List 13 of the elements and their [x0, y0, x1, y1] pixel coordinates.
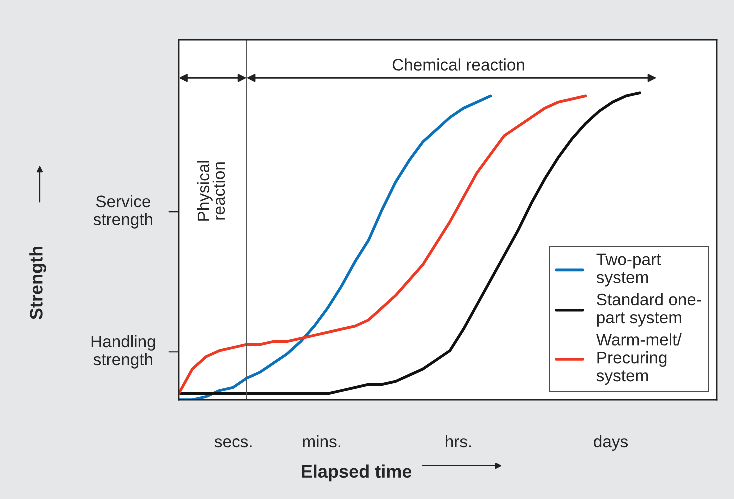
text: Strength [30, 247, 46, 320]
annotation: Physical reaction [197, 161, 226, 221]
legend-label: Warm-melt/ Precuring system [596, 334, 682, 385]
text: Handling strength [92, 335, 156, 369]
text: Chemical reaction [392, 58, 524, 71]
text: mins. [303, 435, 340, 448]
legend-label: Two-part system [596, 254, 662, 287]
text: days [594, 435, 628, 451]
text: hrs. [446, 435, 472, 448]
legend-label: Standard one- part system [597, 293, 702, 327]
text: secs. [214, 438, 252, 448]
text: Service strength [94, 195, 152, 229]
x-axis-title: Elapsed time [302, 464, 412, 482]
